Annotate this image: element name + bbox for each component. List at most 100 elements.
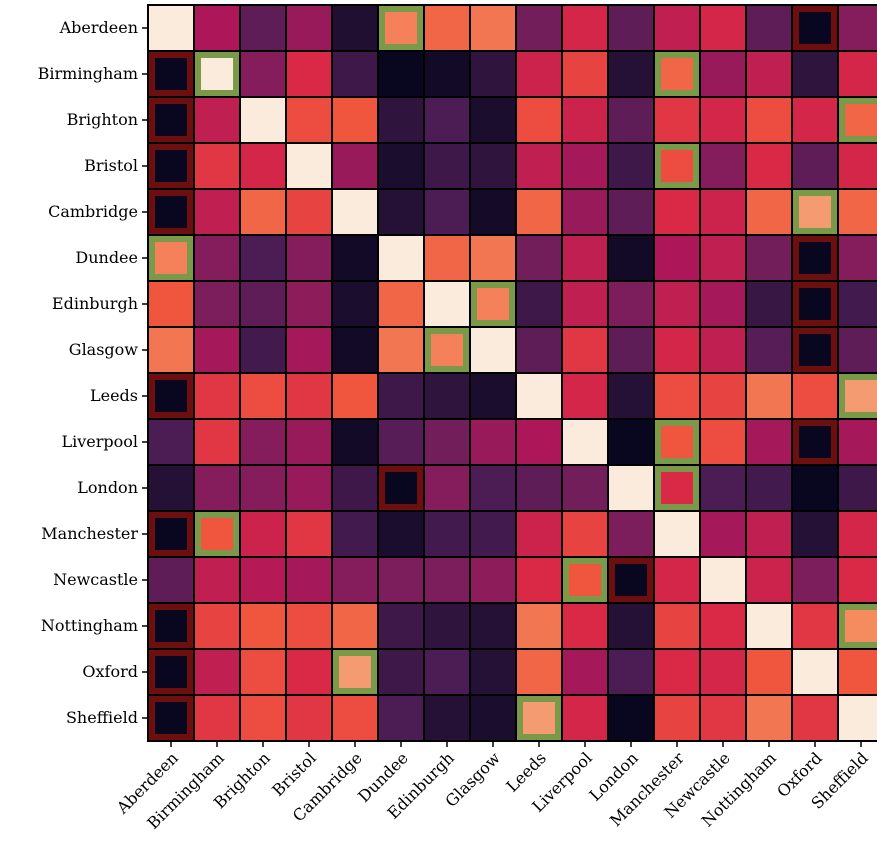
heatmap-cell [377,418,425,466]
heatmap-cell [423,96,471,144]
heatmap-cell [147,418,195,466]
heatmap-cell [607,418,655,466]
highlight-box-high [333,650,377,694]
heatmap-cell [285,602,333,650]
heatmap-cell [561,464,609,512]
heatmap-cell [377,280,425,328]
highlight-box-high [839,374,877,418]
heatmap-cell [515,602,563,650]
heatmap-cell [699,4,747,52]
heatmap-cell [239,602,287,650]
heatmap-cell [193,372,241,420]
heatmap-cell [239,188,287,236]
heatmap-cell [607,556,655,604]
heatmap-cell [607,188,655,236]
heatmap-cell [469,464,517,512]
heatmap-cell [377,694,425,742]
heatmap-cell [745,142,793,190]
highlight-box-high [517,696,561,740]
heatmap-cell [515,142,563,190]
highlight-box-high [839,98,877,142]
heatmap-cell [239,510,287,558]
heatmap-cell [331,280,379,328]
heatmap-cell [331,556,379,604]
row-label: Edinburgh [52,294,138,313]
heatmap-cell [515,4,563,52]
heatmap-cell [607,372,655,420]
heatmap-cell [607,4,655,52]
row-label: Dundee [75,248,138,267]
heatmap-cell [837,510,877,558]
heatmap-cell [285,418,333,466]
highlight-box-high [793,190,837,234]
heatmap-cell [377,464,425,512]
heatmap-cell [515,556,563,604]
heatmap-cell [607,96,655,144]
row-label: Newcastle [53,570,138,589]
heatmap-cell [607,648,655,696]
heatmap-cell [331,4,379,52]
row-label: Birmingham [38,64,138,83]
heatmap-cell [239,234,287,282]
heatmap-cell [239,280,287,328]
highlight-box-low [149,650,193,694]
heatmap-cell [699,372,747,420]
heatmap-cell [837,4,877,52]
heatmap-cell [791,50,839,98]
heatmap-cell [791,556,839,604]
highlight-box-high [195,52,239,96]
heatmap-cell [699,418,747,466]
heatmap-cell [469,96,517,144]
highlight-box-low [793,328,837,372]
heatmap-cell [653,4,701,52]
heatmap-cell [791,648,839,696]
heatmap-cell [837,556,877,604]
heatmap-cell [331,418,379,466]
row-label: London [77,478,138,497]
heatmap-cell [745,372,793,420]
heatmap-cell [515,418,563,466]
heatmap-cell [699,510,747,558]
heatmap-cell [193,694,241,742]
heatmap-cell [561,602,609,650]
heatmap-cell [561,280,609,328]
heatmap-cell [515,96,563,144]
heatmap-cell [193,142,241,190]
highlight-box-high [195,512,239,556]
heatmap-cell [193,418,241,466]
heatmap-cell [653,234,701,282]
heatmap-cell [837,188,877,236]
heatmap-cell [653,694,701,742]
heatmap-cell [469,694,517,742]
heatmap-cell [193,556,241,604]
heatmap-cell [745,694,793,742]
row-label: Manchester [41,524,138,543]
heatmap-cell [745,556,793,604]
heatmap-cell [147,280,195,328]
row-label: Sheffield [66,708,138,727]
heatmap-cell [239,556,287,604]
heatmap-cell [653,280,701,328]
heatmap-cell [745,326,793,374]
heatmap-cell [515,50,563,98]
heatmap-cell [607,326,655,374]
heatmap-cell [699,142,747,190]
highlight-box-high [839,604,877,648]
heatmap-cell [285,464,333,512]
heatmap-cell [331,50,379,98]
row-label: Liverpool [61,432,138,451]
heatmap-cell [285,694,333,742]
heatmap-cell [745,280,793,328]
heatmap-cell [239,648,287,696]
heatmap-cell [515,280,563,328]
heatmap-cell [515,648,563,696]
heatmap-cell [469,648,517,696]
heatmap-cell [331,372,379,420]
heatmap-cell [561,648,609,696]
heatmap-cell [607,280,655,328]
heatmap-cell [699,694,747,742]
heatmap-cell [147,556,195,604]
heatmap-cell [285,142,333,190]
heatmap-cell [193,464,241,512]
heatmap-cell [653,556,701,604]
